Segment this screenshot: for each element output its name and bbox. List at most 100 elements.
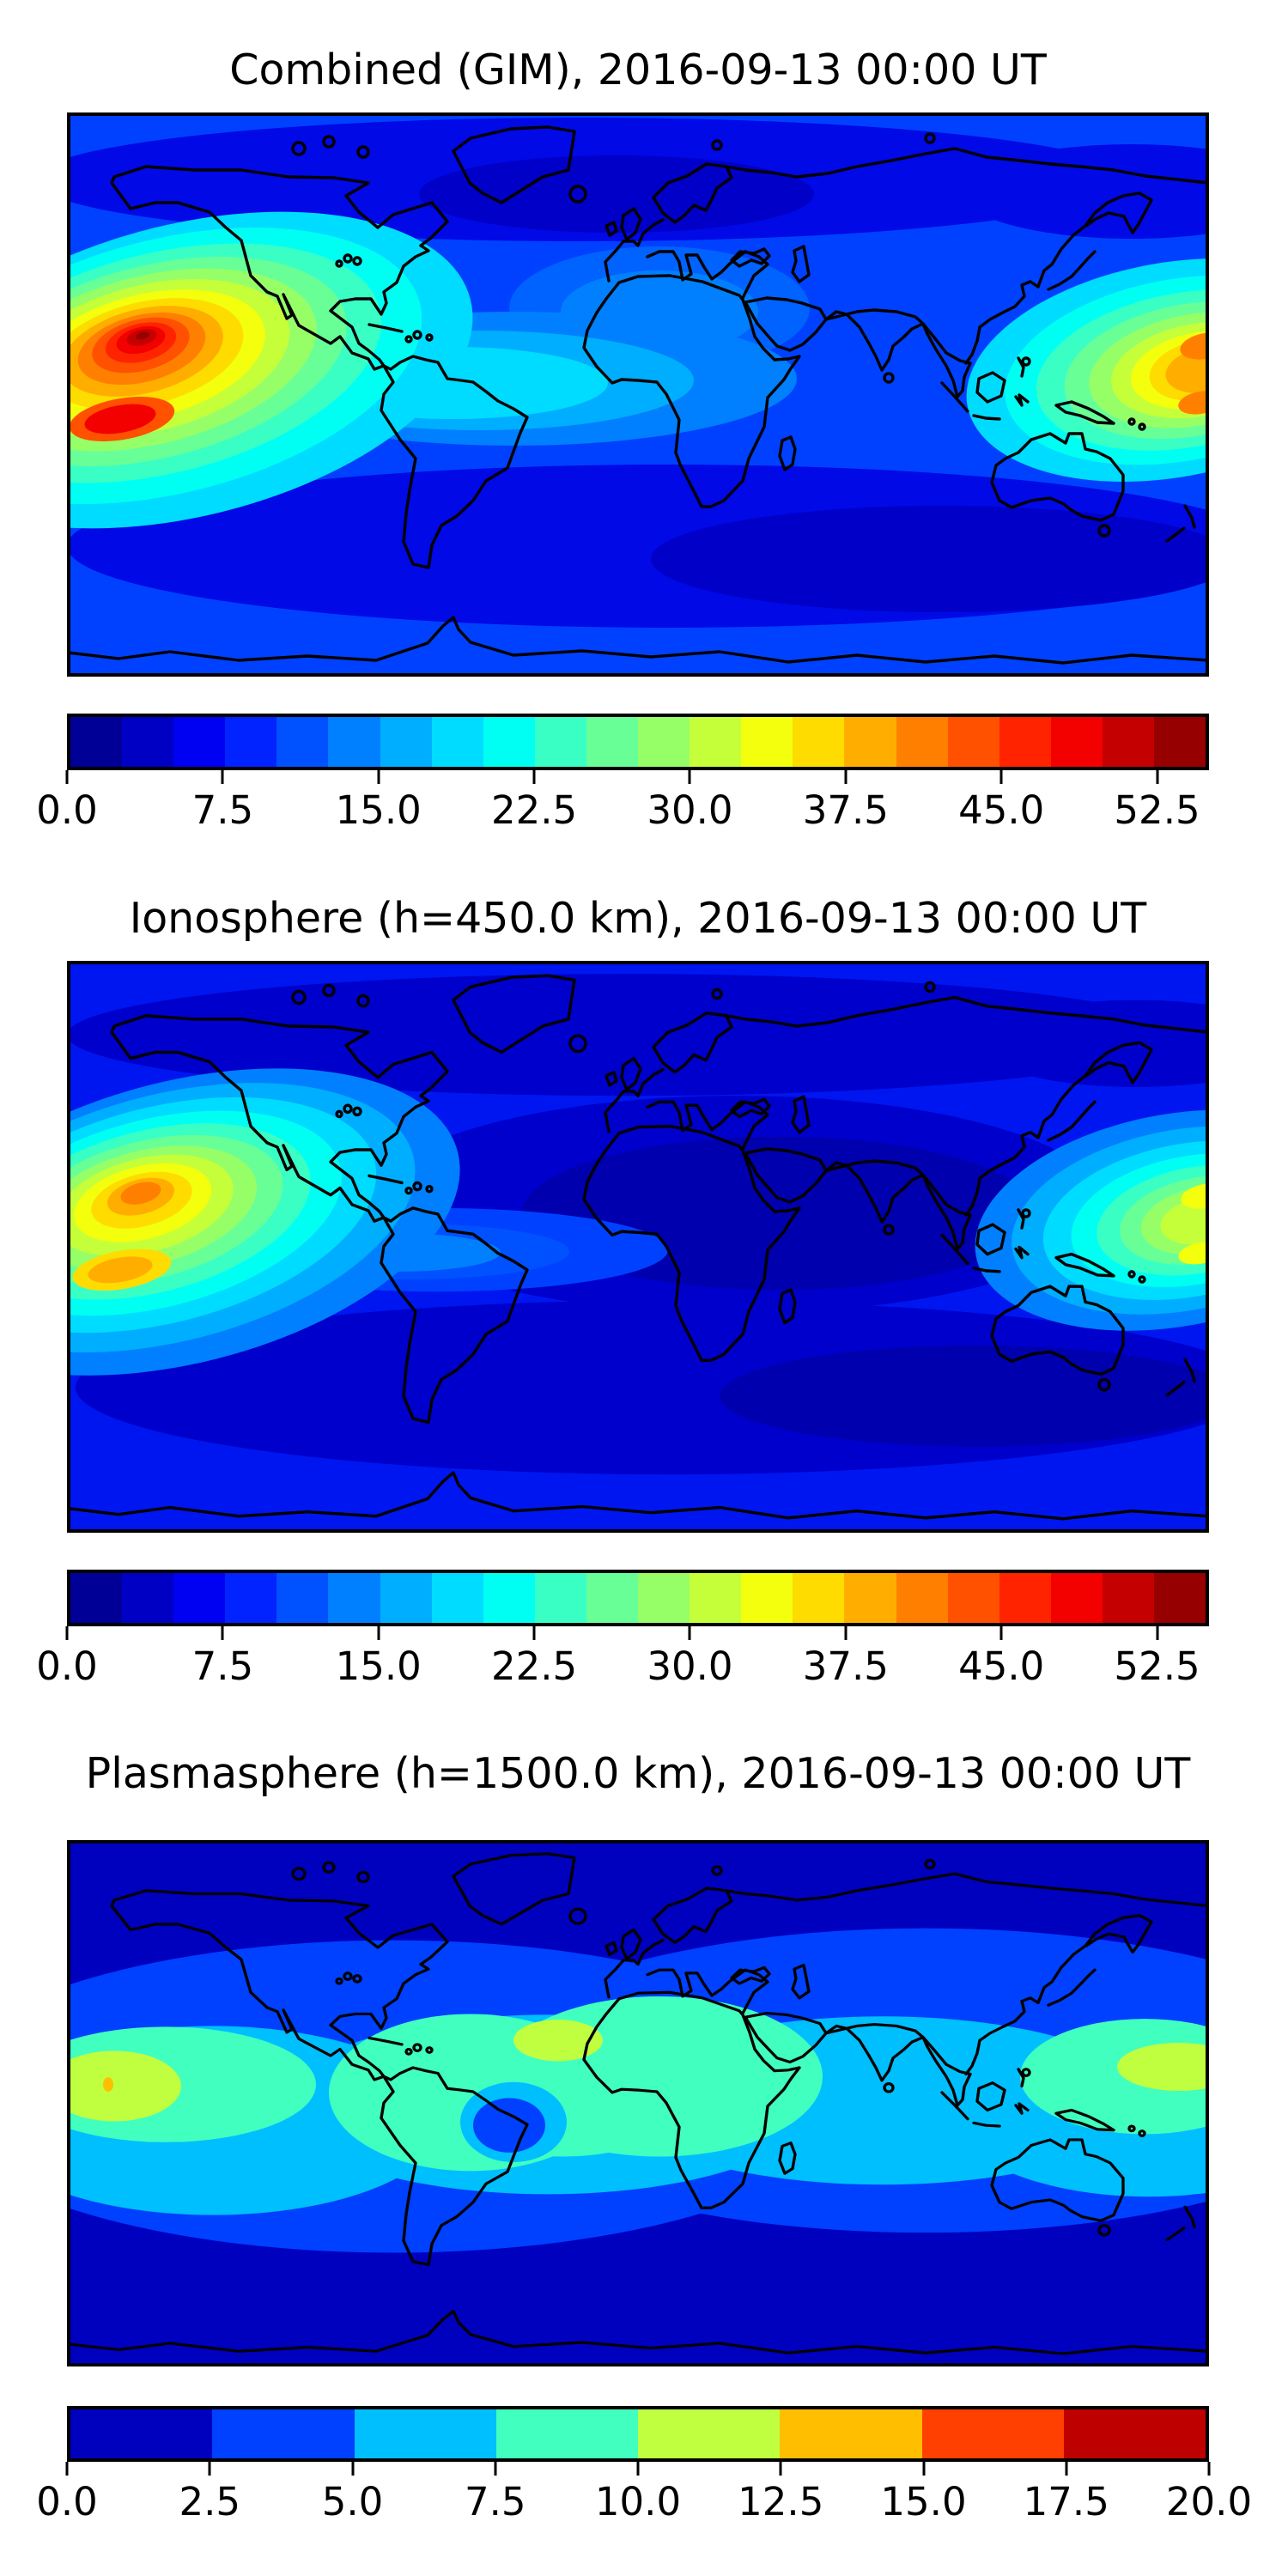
colorbar-tick <box>688 770 691 784</box>
map-canvas-2 <box>67 961 1209 1533</box>
colorbar-segment <box>638 1573 690 1623</box>
colorbar-tick-label: 22.5 <box>490 787 578 833</box>
colorbar-2-ticks <box>65 1626 1209 1640</box>
colorbar-tick-label: 15.0 <box>880 2479 967 2524</box>
colorbar-tick-label: 17.5 <box>1023 2479 1109 2524</box>
colorbar-tick-label: 22.5 <box>490 1643 578 1689</box>
colorbar-segment <box>921 2409 1064 2458</box>
colorbar-segment <box>741 1573 793 1623</box>
colorbar-segment <box>1102 1573 1154 1623</box>
colorbar-segment <box>328 717 380 767</box>
colorbar-segment <box>431 1573 483 1623</box>
colorbar-tick <box>844 770 848 784</box>
colorbar-3-ticks <box>65 2462 1211 2476</box>
colorbar-segment <box>690 1573 742 1623</box>
figure-1-title: Combined (GIM), 2016-09-13 00:00 UT <box>229 46 1047 94</box>
colorbar-segment <box>896 717 948 767</box>
colorbar-segment <box>1153 717 1206 767</box>
colorbar-tick <box>922 2462 925 2476</box>
contour-blob <box>419 155 814 233</box>
colorbar-segment <box>638 2409 781 2458</box>
colorbar-tick-label: 0.0 <box>36 787 98 833</box>
colorbar-tick-label: 7.5 <box>191 787 254 833</box>
colorbar-segment <box>225 1573 277 1623</box>
colorbar-tick <box>65 770 69 784</box>
map-canvas-3 <box>67 1840 1209 2366</box>
colorbar-segment <box>1050 717 1103 767</box>
colorbar-segment <box>380 717 432 767</box>
contour-blob <box>1117 2043 1209 2092</box>
colorbar-segment <box>276 717 329 767</box>
colorbar-segment <box>495 2409 638 2458</box>
colorbar-segment <box>1063 2409 1206 2458</box>
colorbar-tick-label: 15.0 <box>335 1643 422 1689</box>
colorbar-tick <box>377 770 380 784</box>
contour-blob <box>960 144 1209 239</box>
colorbar-segment <box>328 1573 380 1623</box>
colorbar-tick <box>1065 2462 1068 2476</box>
colorbar-tick-label: 20.0 <box>1165 2479 1253 2524</box>
colorbar-tick-label: 7.5 <box>191 1643 254 1689</box>
colorbar-tick <box>208 2462 211 2476</box>
colorbar-tick-label: 52.5 <box>1114 787 1200 833</box>
colorbar-tick <box>1156 1626 1159 1640</box>
colorbar-2: 0.0 7.5 15.0 22.5 30.0 37.5 45.0 52.5 <box>36 1570 1209 1689</box>
colorbar-tick-label: 37.5 <box>802 1643 889 1689</box>
colorbar-tick <box>221 770 224 784</box>
colorbar-segment <box>276 1573 329 1623</box>
contour-blob <box>473 2098 545 2153</box>
colorbar-segment <box>70 1573 123 1623</box>
colorbar-segment <box>896 1573 948 1623</box>
colorbar-segment <box>534 1573 586 1623</box>
colorbar-tick <box>636 2462 640 2476</box>
contour-blob <box>1178 391 1209 415</box>
colorbar-segment <box>173 1573 226 1623</box>
colorbar-segment <box>741 717 793 767</box>
colorbar-tick-label: 45.0 <box>958 1643 1045 1689</box>
map-canvas-1 <box>67 112 1209 677</box>
colorbar-segment <box>483 717 535 767</box>
colorbar-tick <box>779 2462 782 2476</box>
colorbar-3: 0.0 2.5 5.0 7.5 10.0 12.5 15.0 17.5 20.0 <box>36 2406 1252 2524</box>
colorbar-segment <box>70 717 123 767</box>
contour-blob <box>88 1256 153 1284</box>
colorbar-segment <box>70 2409 213 2458</box>
map-1-contours <box>67 118 1209 628</box>
colorbar-tick <box>221 1626 224 1640</box>
colorbar-segment <box>1050 1573 1103 1623</box>
colorbar-tick-label: 10.0 <box>594 2479 682 2524</box>
colorbar-segment <box>1153 1573 1206 1623</box>
colorbar-segment <box>122 717 174 767</box>
colorbar-segment <box>483 1573 535 1623</box>
colorbar-segment <box>225 717 277 767</box>
colorbar-tick-label: 7.5 <box>464 2479 526 2524</box>
colorbar-tick <box>351 2462 354 2476</box>
colorbar-segment <box>690 717 742 767</box>
colorbar-tick <box>65 1626 69 1640</box>
colorbar-segment <box>844 717 896 767</box>
contour-blob <box>1165 347 1209 393</box>
colorbar-segment <box>173 717 226 767</box>
contour-blob <box>103 2077 113 2092</box>
contour-blob <box>84 404 156 434</box>
colorbar-segment <box>780 2409 922 2458</box>
colorbar-tick <box>1156 770 1159 784</box>
colorbar-tick <box>844 1626 848 1640</box>
colorbar-segment <box>380 1573 432 1623</box>
colorbar-tick-label: 37.5 <box>802 787 889 833</box>
contour-blob <box>513 2019 603 2062</box>
colorbar-3-segments <box>67 2406 1209 2462</box>
colorbar-tick-label: 0.0 <box>36 1643 98 1689</box>
colorbar-tick <box>532 1626 536 1640</box>
colorbar-segment <box>793 717 845 767</box>
colorbar-tick-label: 2.5 <box>179 2479 241 2524</box>
colorbar-segment <box>1102 717 1154 767</box>
colorbar-2-segments <box>67 1570 1209 1626</box>
colorbar-1-ticks <box>65 770 1209 784</box>
colorbar-1-segments <box>67 714 1209 770</box>
colorbar-segment <box>354 2409 496 2458</box>
contour-blob <box>67 2050 181 2122</box>
colorbar-segment <box>947 717 999 767</box>
contour-blob <box>977 999 1209 1087</box>
